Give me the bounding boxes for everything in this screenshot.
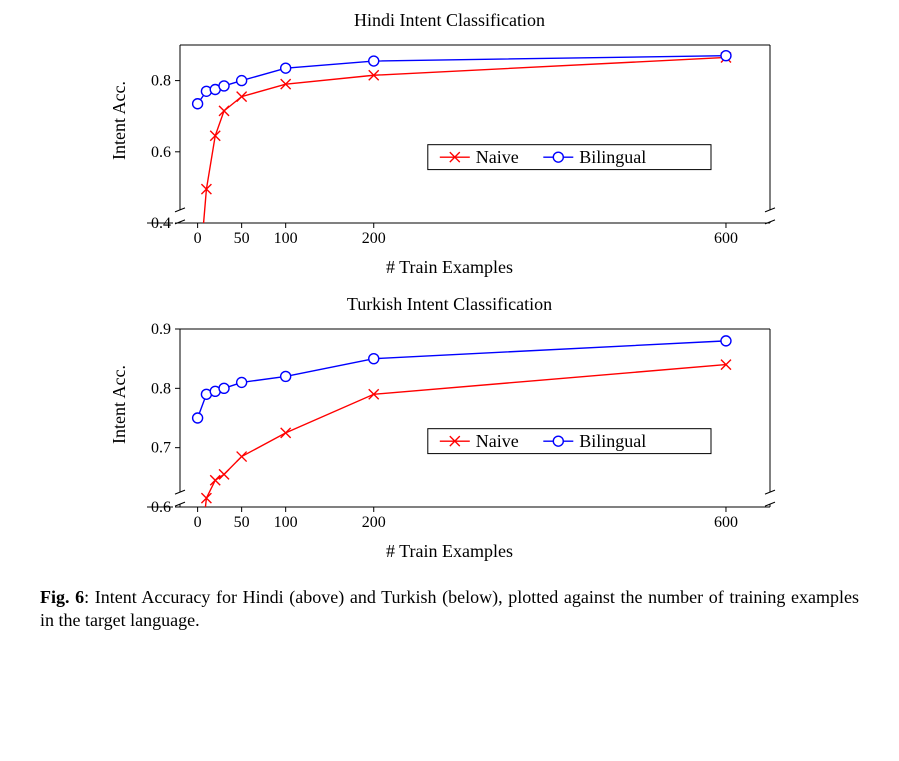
hindi-chart-title: Hindi Intent Classification: [110, 10, 790, 31]
svg-text:0.8: 0.8: [151, 73, 171, 90]
svg-text:Naive: Naive: [475, 147, 518, 167]
svg-text:Bilingual: Bilingual: [579, 431, 646, 451]
turkish-chart-block: Turkish Intent Classification Intent Acc…: [110, 294, 790, 562]
svg-text:0.6: 0.6: [151, 144, 171, 161]
svg-text:Bilingual: Bilingual: [579, 147, 646, 167]
svg-text:100: 100: [273, 514, 297, 531]
hindi-xlabel: # Train Examples: [110, 257, 790, 278]
svg-text:0.9: 0.9: [151, 321, 171, 338]
svg-text:50: 50: [233, 230, 249, 247]
svg-text:0: 0: [193, 514, 201, 531]
hindi-chart-block: Hindi Intent Classification Intent Acc. …: [110, 10, 790, 278]
svg-text:0.8: 0.8: [151, 380, 171, 397]
figure-number: Fig. 6: [40, 587, 84, 607]
svg-text:0: 0: [193, 230, 201, 247]
hindi-ylabel: Intent Acc.: [108, 81, 129, 160]
turkish-chart-svg: 0.60.70.80.9050100200600NaiveBilingual: [110, 319, 790, 539]
figure-caption-text: : Intent Accuracy for Hindi (above) and …: [40, 587, 859, 630]
svg-text:0.7: 0.7: [151, 440, 171, 457]
svg-text:200: 200: [361, 514, 385, 531]
svg-text:600: 600: [713, 230, 737, 247]
turkish-xlabel: # Train Examples: [110, 541, 790, 562]
svg-text:50: 50: [233, 514, 249, 531]
hindi-chart-svg: 0.40.60.8050100200600NaiveBilingual: [110, 35, 790, 255]
figure-caption: Fig. 6: Intent Accuracy for Hindi (above…: [40, 586, 859, 632]
turkish-ylabel: Intent Acc.: [108, 365, 129, 444]
svg-text:Naive: Naive: [475, 431, 518, 451]
svg-text:100: 100: [273, 230, 297, 247]
turkish-chart-title: Turkish Intent Classification: [110, 294, 790, 315]
svg-text:600: 600: [713, 514, 737, 531]
svg-text:200: 200: [361, 230, 385, 247]
